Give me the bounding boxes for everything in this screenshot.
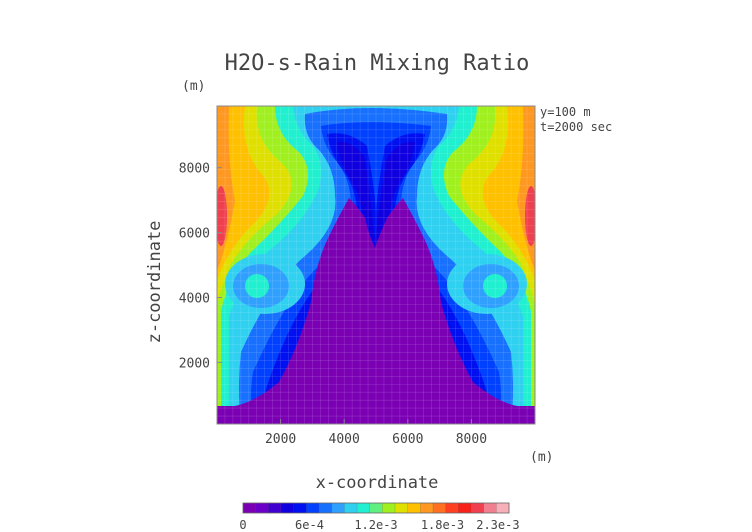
plot-area [217,106,535,424]
colorbar-tick-label-3: 1.8e-3 [421,518,464,532]
colorbar-swatch-5 [306,503,320,513]
colorbar-frame [242,502,510,514]
colorbar-swatch-4 [293,503,307,513]
colorbar-swatch-0 [243,503,257,513]
x-tick-label-2: 6000 [392,432,423,447]
colorbar-ticks: 0 6e-4 1.2e-3 1.8e-3 2.3e-3 [239,518,519,532]
annotations: y=100 mt=2000 sec [540,105,612,134]
contour-field [217,106,535,424]
y-tick-label-2: 6000 [179,227,210,242]
contour-core-6 [217,186,227,246]
colorbar-swatch-20 [496,503,510,513]
y-ticks: 2000 4000 6000 8000 [179,162,222,371]
colorbar [242,502,510,514]
contour-band-11 [235,198,517,424]
colorbar-tick-label-0: 0 [239,518,246,532]
colorbar-swatch-19 [483,503,497,513]
gridlines [217,106,535,424]
x-axis-label: x-coordinate [316,473,439,493]
x-tick-label-0: 2000 [265,432,296,447]
colorbar-swatch-6 [319,503,333,513]
colorbar-swatch-3 [281,503,295,513]
y-tick-label-0: 2000 [179,356,210,371]
contour-band-12 [217,406,535,424]
colorbar-swatch-9 [357,503,371,513]
contour-core-7 [525,186,535,246]
x-unit-label: (m) [530,450,553,465]
colorbar-swatch-14 [420,503,434,513]
colorbar-swatch-12 [395,503,409,513]
colorbar-swatch-16 [445,503,459,513]
chart-title: H2O-s-Rain Mixing Ratio [225,51,530,76]
colorbar-swatch-11 [382,503,396,513]
x-tick-label-1: 4000 [329,432,360,447]
plot-frame [216,105,536,425]
y-tick-label-3: 8000 [179,162,210,177]
colorbar-swatch-2 [268,503,282,513]
annotation-1: t=2000 sec [540,120,612,134]
colorbar-swatch-13 [407,503,421,513]
x-ticks: 2000 4000 6000 8000 [265,419,487,447]
colorbar-tick-label-2: 1.2e-3 [354,518,397,532]
colorbar-swatch-17 [458,503,472,513]
y-unit-label: (m) [182,79,205,94]
x-tick-label-3: 8000 [456,432,487,447]
colorbar-tick-label-1: 6e-4 [295,518,324,532]
colorbar-swatch-1 [255,503,269,513]
annotation-0: y=100 m [540,105,591,119]
colorbar-swatch-18 [471,503,485,513]
colorbar-swatch-15 [433,503,447,513]
colorbar-tick-label-4: 2.3e-3 [476,518,519,532]
y-axis-label: z-coordinate [145,221,165,344]
colorbar-swatch-8 [344,503,358,513]
colorbar-swatch-7 [331,503,345,513]
colorbar-swatch-10 [369,503,383,513]
contour-core-5 [483,274,507,298]
y-tick-label-1: 4000 [179,291,210,306]
contour-core-2 [245,274,269,298]
